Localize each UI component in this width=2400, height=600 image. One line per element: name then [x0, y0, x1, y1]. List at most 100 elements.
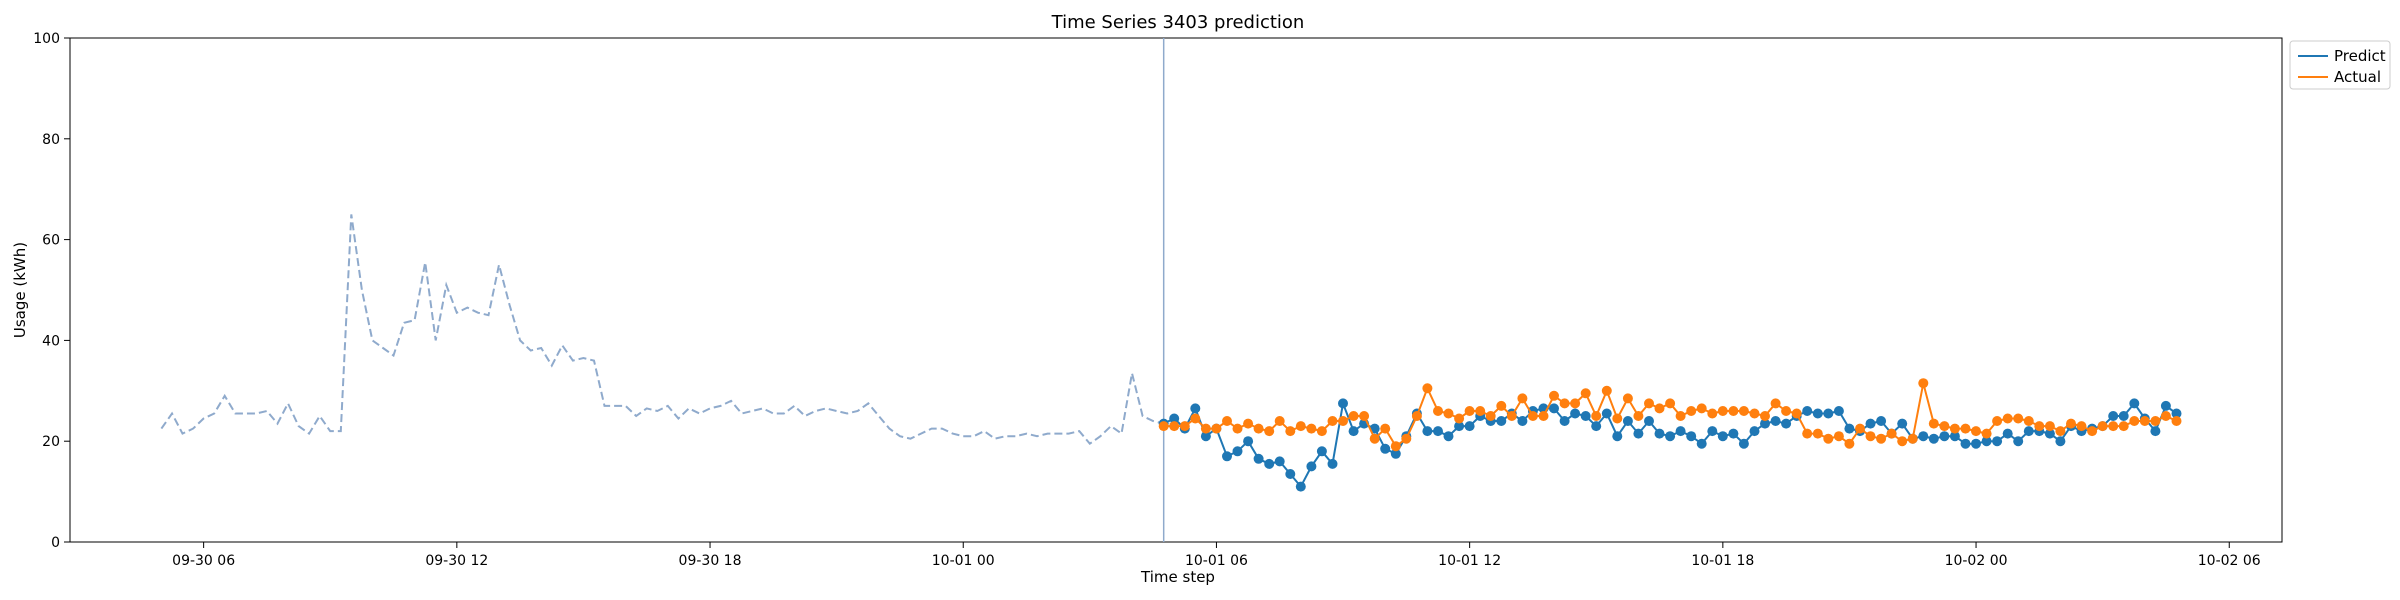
data-point-actual	[1200, 423, 1211, 434]
data-point-predict	[1517, 416, 1528, 426]
data-point-predict	[1612, 431, 1623, 442]
data-point-actual	[1211, 423, 1222, 434]
data-point-predict	[1876, 416, 1887, 426]
x-tick-label: 09-30 06	[172, 553, 235, 569]
data-point-actual	[2108, 421, 2119, 432]
data-point-actual	[2129, 416, 2140, 426]
data-point-actual	[1696, 403, 1707, 414]
x-tick-label: 09-30 12	[425, 553, 488, 569]
data-point-actual	[1844, 438, 1855, 449]
data-point-predict	[1812, 408, 1823, 419]
data-point-predict	[1443, 431, 1454, 442]
x-axis-label: Time step	[1140, 568, 1215, 586]
data-point-predict	[1169, 413, 1180, 424]
data-point-actual	[1411, 411, 1422, 421]
data-point-actual	[1939, 421, 1950, 432]
data-point-actual	[1390, 441, 1401, 452]
data-point-predict	[1717, 431, 1728, 442]
data-point-predict	[1285, 469, 1296, 479]
x-tick-label: 10-01 06	[1185, 553, 1248, 569]
data-point-predict	[1454, 421, 1465, 432]
data-point-actual	[1380, 423, 1391, 434]
data-point-actual	[1253, 423, 1264, 434]
data-point-predict	[1570, 408, 1581, 419]
x-tick-label: 10-01 12	[1438, 553, 1501, 569]
data-point-predict	[1865, 418, 1876, 429]
data-point-predict	[1960, 438, 1971, 449]
data-point-predict	[1760, 418, 1770, 429]
data-point-predict	[2108, 411, 2119, 421]
data-point-actual	[2044, 421, 2055, 432]
data-point-actual	[1169, 421, 1180, 432]
data-point-predict	[1433, 426, 1443, 437]
data-point-actual	[1781, 406, 1792, 416]
data-point-predict	[1338, 398, 1348, 409]
data-point-predict	[1274, 456, 1285, 467]
data-point-actual	[2034, 421, 2045, 432]
y-tick-label: 60	[42, 233, 60, 249]
data-point-actual	[1644, 398, 1654, 409]
data-point-actual	[1833, 431, 1844, 442]
data-point-actual	[1812, 428, 1823, 439]
data-point-predict	[1981, 436, 1992, 447]
data-point-actual	[1517, 393, 1528, 404]
legend: Predict Actual	[2289, 40, 2391, 90]
data-point-predict	[1580, 411, 1591, 421]
data-point-actual	[1717, 406, 1728, 416]
data-point-predict	[1601, 408, 1612, 419]
data-point-actual	[1886, 428, 1897, 439]
data-point-actual	[1633, 411, 1644, 421]
legend-label-predict: Predict	[2334, 47, 2386, 65]
data-point-actual	[1580, 388, 1591, 399]
data-point-predict	[1622, 416, 1633, 426]
data-point-predict	[1264, 458, 1275, 469]
data-point-actual	[1527, 411, 1538, 421]
data-point-predict	[1559, 416, 1570, 426]
y-tick-label: 0	[51, 535, 60, 551]
data-point-predict	[1327, 458, 1338, 469]
data-point-actual	[2097, 421, 2108, 432]
data-point-predict	[1897, 418, 1908, 429]
y-tick-label: 80	[42, 132, 60, 148]
data-point-actual	[1179, 421, 1190, 432]
data-point-actual	[1823, 433, 1834, 444]
data-point-predict	[1654, 428, 1665, 439]
data-point-predict	[1781, 418, 1792, 429]
x-tick-label: 10-01 18	[1691, 553, 1754, 569]
data-point-predict	[1496, 416, 1507, 426]
data-point-actual	[1454, 413, 1465, 424]
data-point-actual	[1897, 436, 1908, 447]
data-point-predict	[2002, 428, 2013, 439]
data-point-predict	[1738, 438, 1749, 449]
chart-title: Time Series 3403 prediction	[1051, 12, 1305, 33]
data-point-predict	[1728, 428, 1739, 439]
data-point-predict	[1675, 426, 1686, 437]
data-point-predict	[2055, 436, 2066, 447]
data-point-actual	[1264, 426, 1275, 437]
history-line	[160, 214, 1175, 446]
y-axis-label: Usage (kWh)	[11, 242, 29, 338]
data-point-actual	[1306, 423, 1317, 434]
data-point-actual	[1338, 416, 1348, 426]
data-point-actual	[1992, 416, 2003, 426]
data-point-predict	[2171, 408, 2182, 419]
data-point-actual	[2055, 426, 2066, 437]
data-point-actual	[1422, 383, 1433, 394]
data-point-actual	[1654, 403, 1665, 414]
data-point-actual	[1285, 426, 1296, 437]
data-point-actual	[1928, 418, 1939, 429]
data-point-actual	[1506, 411, 1517, 421]
data-point-actual	[1348, 411, 1359, 421]
data-point-predict	[1549, 403, 1559, 414]
data-point-predict	[2023, 426, 2034, 437]
data-point-actual	[2160, 411, 2171, 421]
data-point-actual	[2013, 413, 2024, 424]
data-point-actual	[1665, 398, 1676, 409]
data-point-predict	[1306, 461, 1317, 472]
data-point-actual	[1707, 408, 1718, 419]
data-point-actual	[1855, 423, 1865, 434]
data-point-actual	[1274, 416, 1285, 426]
data-point-actual	[2023, 416, 2034, 426]
data-point-predict	[1928, 433, 1939, 444]
